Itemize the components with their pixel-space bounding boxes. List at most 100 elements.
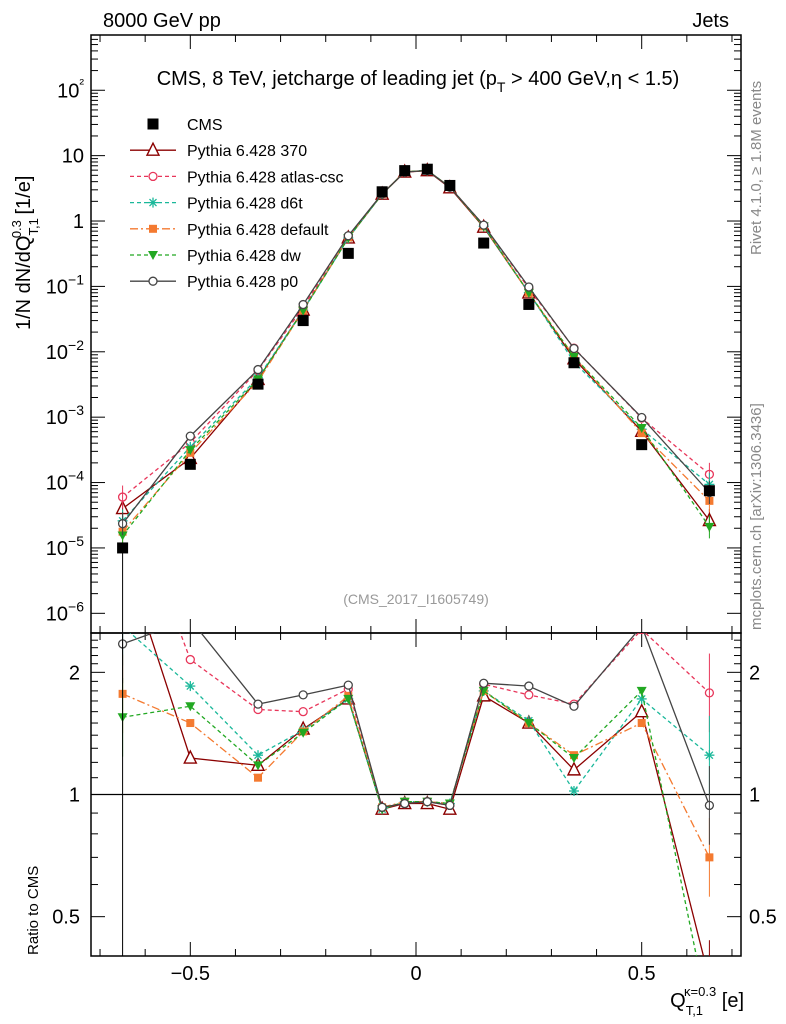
main-series-group [115,162,717,633]
x-axis-label: QT,1κ=0.3 [e] [670,984,744,1018]
ratio-y-tick-label-right: 1 [749,785,760,807]
ratio-y-tick-label: 1 [69,785,80,807]
ratio-point [298,728,309,738]
data-point [523,298,535,310]
legend-marker [148,276,158,286]
ratio-point [185,681,196,692]
ratio-point [298,707,308,717]
asterisk-stroke [637,694,646,703]
ratio-point [703,973,715,985]
data-point [376,186,388,198]
main-point [298,299,308,310]
ratio-point [253,761,264,771]
data-point [636,439,648,451]
legend-label: Pythia 6.428 default [187,222,329,239]
ratio-line-4 [122,689,698,956]
rivet-label: Rivet 4.1.0, ≥ 1.8M events [748,81,765,255]
main-point [524,282,534,292]
ratio-point [524,681,534,691]
main-y-tick-label: 10−4 [46,468,84,495]
legend-marker [148,197,158,208]
chart-title: CMS, 8 TeV, jetcharge of leading jet (pT… [157,68,680,95]
main-y-tick-label: 10−3 [46,402,84,429]
header-left: 8000 GeV pp [103,10,221,32]
main-ylabel: 1/N dN/dQT,10.3 [1/e] [9,176,41,330]
ratio-point [343,680,353,690]
ratio-point [445,800,455,811]
data-point [421,163,433,175]
legend-marker [149,224,157,233]
ratio-point [566,761,582,776]
main-point [636,423,647,433]
ratio-point [523,719,534,729]
legend-label: Pythia 6.428 atlas-csc [187,169,344,186]
data-point [478,237,490,249]
asterisk-stroke [570,787,578,795]
mcplots-label: mcplots.cern.ch [arXiv:1306.3436] [748,403,765,630]
ratio-point [185,654,195,665]
asterisk-stroke [186,682,195,691]
legend-label: CMS [187,117,223,134]
ratio-point [638,633,645,635]
ratio-point [253,750,264,761]
ratio-point [634,703,649,718]
ratio-line-5 [122,633,711,809]
ratio-point [704,1015,714,1024]
data-point [297,315,309,327]
data-point [342,247,354,259]
asterisk-stroke [254,751,262,760]
ratio-point [524,690,534,700]
data-point [444,179,456,191]
legend-marker [148,251,158,260]
axes-group: −0.5 0 0.5 10−6 10−5 10−4 10−3 10−2 10−1 1 10 10² 0.… [46,34,777,985]
main-y-tick-label: 10−2 [46,337,84,364]
main-y-tick-label: 10−5 [46,533,84,560]
main-point [185,446,196,456]
main-y-tick-label: 10 [62,146,84,168]
legend-label: Pythia 6.428 d6t [187,196,303,213]
ratio-point [185,702,196,712]
ratio-point [377,802,387,812]
ratio-y-tick-label-right: 2 [749,662,760,684]
ratio-point [119,475,127,483]
main-line-5 [122,169,710,525]
main-point [569,343,579,354]
ratio-ylabel: Ratio to CMS [25,866,42,955]
main-y-tick-label: 10−1 [46,271,84,298]
ratio-point [183,749,198,764]
ratio-point [253,699,263,709]
ratio-y-tick-label: 0.5 [52,907,80,929]
ratio-y-tick-label-right: 0.5 [749,907,777,929]
header-right: Jets [692,10,729,32]
data-point [184,458,196,470]
legend-label: Pythia 6.428 dw [187,248,301,265]
main-y-tick-label: 10−6 [46,598,84,625]
ratio-point [186,719,195,728]
main-line-2 [122,169,710,522]
x-tick-label: −0.5 [171,963,210,985]
main-point [637,429,646,438]
ratio-point [422,797,432,807]
x-tick-label: 0.5 [628,963,656,985]
data-point [399,165,411,177]
main-y-tick-label: 1 [73,211,84,233]
data-point [568,357,580,369]
x-tick-label: 0 [410,963,421,985]
ratio-point [298,690,308,700]
ratio-point [343,694,354,704]
ratio-point [568,754,579,764]
legend-marker [145,141,161,156]
ratio-point [254,773,263,782]
analysis-id: (CMS_2017_I1605749) [343,591,489,607]
ratio-y-tick-label: 2 [69,662,80,684]
ratio-point [479,678,489,688]
main-point [343,231,353,241]
ratio-point [636,686,647,696]
legend-marker [147,118,159,130]
data-point [703,485,715,497]
main-line-1 [122,169,710,498]
ratio-point [637,719,646,728]
ratio-series-group [117,475,715,1024]
ratio-line-0 [148,633,705,956]
